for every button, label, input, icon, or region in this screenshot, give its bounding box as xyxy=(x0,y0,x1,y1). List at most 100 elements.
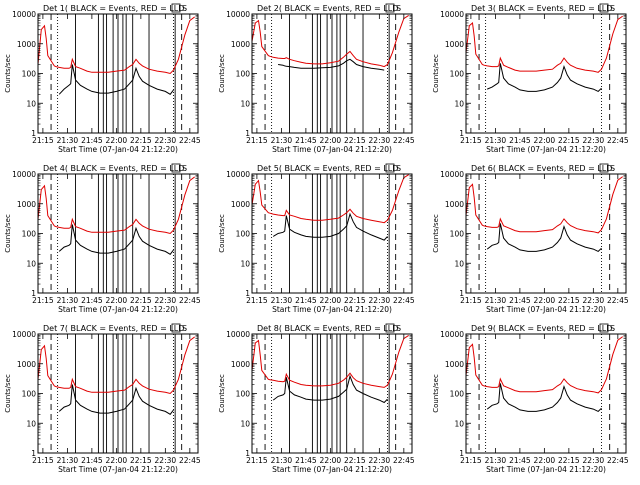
y-tick-label: 10 xyxy=(454,419,464,428)
x-axis-label: Start Time (07-Jan-04 21:12:20) xyxy=(272,465,392,474)
x-tick-label: 21:15 xyxy=(460,456,482,465)
x-tick-label: 22:00 xyxy=(534,296,556,305)
panel-title: Det 3( BLACK = Events, RED = LLD xyxy=(471,4,612,13)
x-axis-label: Start Time (07-Jan-04 21:12:20) xyxy=(58,465,178,474)
x-tick-label: 22:30 xyxy=(583,456,605,465)
panel-title: Det 4( BLACK = Events, RED = LLD xyxy=(43,164,184,173)
x-tick-label: 22:45 xyxy=(393,136,415,145)
panel-title: Det 1( BLACK = Events, RED = LLD xyxy=(43,4,184,13)
y-tick-label: 1 xyxy=(31,449,36,458)
y-tick-label: 10000 xyxy=(440,170,464,179)
plot-frame xyxy=(465,173,627,294)
legend-box-icon xyxy=(385,163,395,173)
y-tick-label: 100 xyxy=(22,230,37,239)
legend-box-icon xyxy=(599,323,609,333)
plot-frame xyxy=(465,13,627,134)
y-tick-label: 10000 xyxy=(226,10,250,19)
x-tick-label: 21:15 xyxy=(460,136,482,145)
y-tick-label: 100 xyxy=(450,230,465,239)
y-axis-label: Counts/sec xyxy=(432,54,440,93)
x-tick-label: 22:15 xyxy=(344,456,366,465)
y-tick-label: 100 xyxy=(236,230,251,239)
y-tick-label: 10000 xyxy=(440,330,464,339)
lld-series-line xyxy=(251,174,409,224)
lld-series-line xyxy=(37,16,196,75)
y-axis-label: Counts/sec xyxy=(218,214,226,253)
x-tick-label: 22:45 xyxy=(179,136,201,145)
panel-title: Det 6( BLACK = Events, RED = LLD xyxy=(471,164,612,173)
y-tick-label: 1000 xyxy=(231,360,250,369)
x-axis-label: Start Time (07-Jan-04 21:12:20) xyxy=(58,305,178,314)
plot-frame xyxy=(465,333,627,454)
x-tick-label: 21:30 xyxy=(271,136,293,145)
legend-box-icon xyxy=(599,3,609,13)
x-tick-label: 22:00 xyxy=(320,136,342,145)
x-tick-label: 21:30 xyxy=(485,456,507,465)
lld-series-line xyxy=(37,336,196,395)
x-tick-label: 22:15 xyxy=(130,296,152,305)
lld-series-line xyxy=(251,14,409,68)
x-tick-label: 21:30 xyxy=(57,136,79,145)
y-tick-label: 1000 xyxy=(231,40,250,49)
x-tick-label: 21:30 xyxy=(271,296,293,305)
y-tick-label: 1 xyxy=(245,449,250,458)
y-tick-label: 10 xyxy=(454,99,464,108)
events-series-line xyxy=(278,58,385,71)
y-tick-label: 1000 xyxy=(445,360,464,369)
x-tick-label: 22:00 xyxy=(534,456,556,465)
y-tick-label: 1 xyxy=(245,289,250,298)
x-tick-label: 21:15 xyxy=(32,136,54,145)
legend-box-icon xyxy=(385,323,395,333)
events-series-line xyxy=(58,384,174,415)
y-tick-label: 100 xyxy=(22,70,37,79)
y-tick-label: 1 xyxy=(31,129,36,138)
x-axis-label: Start Time (07-Jan-04 21:12:20) xyxy=(486,305,606,314)
events-series-line xyxy=(58,224,174,255)
x-tick-label: 21:30 xyxy=(271,456,293,465)
x-tick-label: 21:45 xyxy=(509,456,531,465)
x-tick-label: 21:15 xyxy=(246,456,268,465)
x-tick-label: 21:30 xyxy=(57,296,79,305)
y-tick-label: 10000 xyxy=(12,330,36,339)
x-tick-label: 22:30 xyxy=(369,456,391,465)
legend-marker: S xyxy=(396,324,401,333)
x-tick-label: 21:30 xyxy=(485,136,507,145)
y-tick-label: 1 xyxy=(31,289,36,298)
y-tick-label: 10 xyxy=(240,99,250,108)
x-tick-label: 21:15 xyxy=(246,296,268,305)
x-tick-label: 21:45 xyxy=(81,296,103,305)
x-tick-label: 22:15 xyxy=(344,296,366,305)
x-tick-label: 22:00 xyxy=(534,136,556,145)
y-tick-label: 10000 xyxy=(440,10,464,19)
y-tick-label: 10000 xyxy=(12,170,36,179)
legend-marker: S xyxy=(610,324,615,333)
lld-series-line xyxy=(465,336,623,394)
events-series-line xyxy=(487,63,602,92)
lld-series-line xyxy=(465,15,623,73)
events-series-line xyxy=(272,212,388,241)
y-axis-label: Counts/sec xyxy=(218,54,226,93)
y-tick-label: 100 xyxy=(22,390,37,399)
x-tick-label: 22:45 xyxy=(607,136,629,145)
panel-title: Det 9( BLACK = Events, RED = LLD xyxy=(471,324,612,333)
legend-marker: S xyxy=(182,324,187,333)
y-tick-label: 10000 xyxy=(12,10,36,19)
legend-marker: S xyxy=(182,164,187,173)
x-tick-label: 21:45 xyxy=(81,136,103,145)
x-tick-label: 22:15 xyxy=(558,296,580,305)
x-axis-label: Start Time (07-Jan-04 21:12:20) xyxy=(58,145,178,154)
y-tick-label: 1 xyxy=(245,129,250,138)
x-tick-label: 22:45 xyxy=(393,456,415,465)
x-tick-label: 22:15 xyxy=(558,456,580,465)
y-tick-label: 1 xyxy=(459,129,464,138)
x-tick-label: 21:45 xyxy=(295,136,317,145)
y-tick-label: 100 xyxy=(236,70,251,79)
legend-marker: S xyxy=(396,4,401,13)
